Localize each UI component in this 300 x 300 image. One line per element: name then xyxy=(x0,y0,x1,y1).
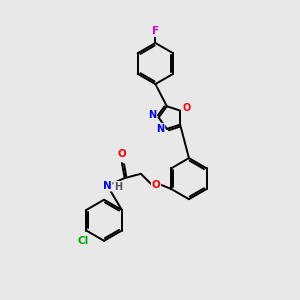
Text: O: O xyxy=(182,103,191,113)
Text: N: N xyxy=(156,124,164,134)
Text: F: F xyxy=(152,26,159,36)
Text: N: N xyxy=(103,181,112,191)
Text: O: O xyxy=(118,149,126,159)
Text: N: N xyxy=(148,110,156,120)
Text: O: O xyxy=(152,180,160,190)
Text: H: H xyxy=(114,182,122,192)
Text: Cl: Cl xyxy=(78,236,89,246)
